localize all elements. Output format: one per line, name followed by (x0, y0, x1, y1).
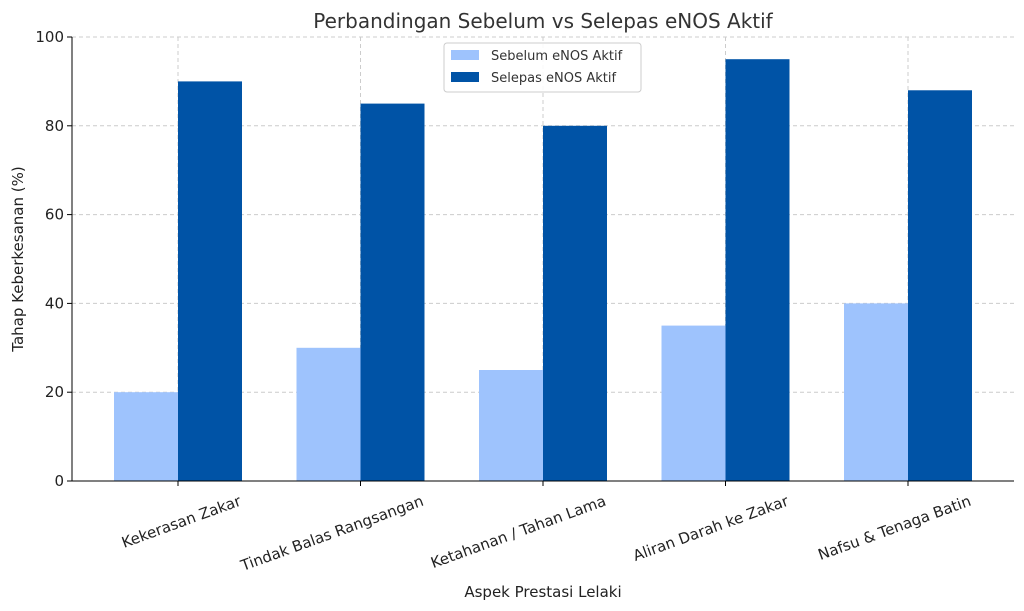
bar-selepas (543, 125, 607, 482)
bar-sebelum (114, 392, 178, 481)
x-tick-label: Aliran Darah ke Zakar (631, 492, 792, 565)
bar-selepas (725, 59, 790, 481)
bar-sebelum (479, 370, 543, 481)
y-tick-label: 60 (45, 206, 64, 224)
legend-swatch-sebelum (451, 50, 479, 60)
y-tick-label: 20 (45, 383, 64, 401)
legend-box (443, 42, 642, 93)
bar-selepas (908, 90, 972, 481)
chart-title: Perbandingan Sebelum vs Selepas eNOS Akt… (313, 9, 773, 33)
legend-label-sebelum: Sebelum eNOS Aktif (491, 49, 623, 64)
y-tick-label: 80 (45, 117, 64, 135)
x-axis-label: Aspek Prestasi Lelaki (464, 583, 621, 601)
y-tick-labels: 0 20 40 60 80 100 (35, 28, 72, 490)
bar-selepas (360, 103, 425, 481)
x-tick-label: Kekerasan Zakar (119, 492, 244, 552)
legend-label-selepas: Selepas eNOS Aktif (491, 71, 616, 86)
bar-sebelum (844, 303, 908, 481)
legend: Sebelum eNOS Aktif Selepas eNOS Aktif (443, 42, 642, 93)
y-tick-label: 0 (54, 472, 64, 490)
bar-group (114, 59, 972, 482)
x-tick-label: Tindak Balas Rangsangan (237, 492, 425, 575)
y-tick-label: 100 (35, 28, 64, 46)
legend-swatch-selepas (451, 72, 479, 82)
bar-sebelum (661, 325, 726, 481)
y-tick-label: 40 (45, 294, 64, 312)
x-tick-label: Ketahanan / Tahan Lama (428, 492, 608, 572)
x-tick-label: Nafsu & Tenaga Batin (816, 492, 974, 564)
y-axis-label: Tahap Keberkesanan (%) (9, 166, 27, 352)
bar-sebelum (296, 347, 361, 481)
bar-selepas (178, 81, 242, 482)
